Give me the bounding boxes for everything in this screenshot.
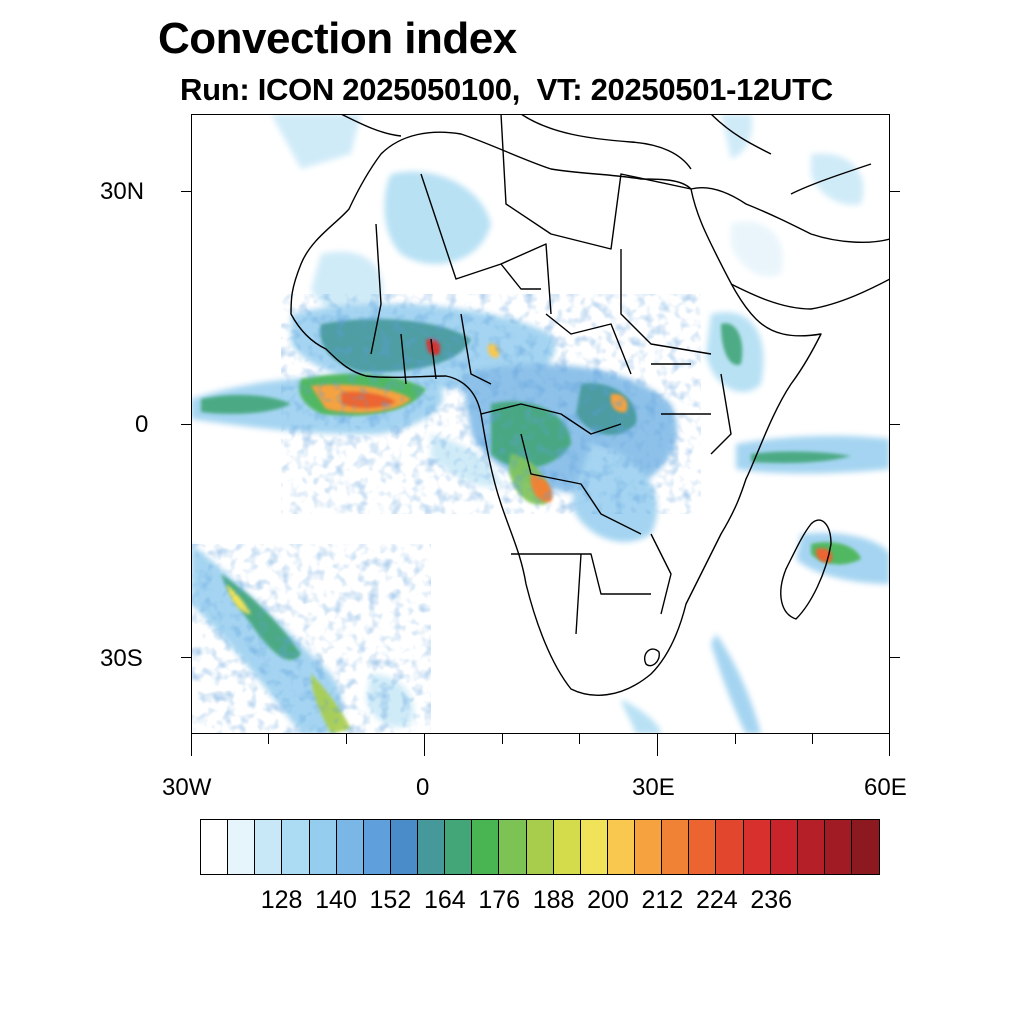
colorbar-swatch [309,820,337,874]
colorbar-label: 236 [750,886,793,914]
minor-tick [502,734,503,744]
colorbar-swatch [255,820,283,874]
colorbar-swatch [635,820,663,874]
lon-label-30e: 30E [632,774,675,801]
lon-label-30w: 30W [162,774,212,801]
colorbar-label: 152 [369,886,412,914]
colorbar [200,819,880,875]
colorbar-swatch [363,820,391,874]
colorbar-label: 224 [695,886,738,914]
tick-30s-right [890,657,900,658]
tick-30s-left [181,657,191,658]
minor-tick [579,734,580,744]
colorbar-swatch [499,820,527,874]
colorbar-label: 140 [315,886,357,914]
colorbar-swatch [716,820,744,874]
tick-eq-right [890,424,900,425]
colorbar-swatch [336,820,364,874]
colorbar-swatch [282,820,310,874]
colorbar-swatch [689,820,717,874]
colorbar-swatch [553,820,581,874]
colorbar-swatch [445,820,473,874]
coastlines-borders [290,114,890,696]
minor-tick [268,734,269,744]
colorbar-swatch [797,820,825,874]
colorbar-swatch [852,820,880,874]
tick-60e [889,734,890,756]
colorbar-label: 200 [587,886,629,914]
colorbar-swatch [526,820,554,874]
colorbar-label: 212 [641,886,684,914]
tick-0 [424,734,425,756]
colorbar-label: 164 [423,886,466,914]
minor-tick [812,734,813,744]
colorbar-label: 176 [478,886,521,914]
colorbar-swatch [472,820,500,874]
tick-30w [191,734,192,756]
colorbar-swatch [418,820,446,874]
colorbar-label: 128 [260,886,303,914]
lon-label-0: 0 [416,774,430,801]
colorbar-swatch [580,820,608,874]
colorbar-swatch [770,820,798,874]
colorbar-swatch [662,820,690,874]
colorbar-swatch [201,820,229,874]
minor-tick [735,734,736,744]
colorbar-swatch [743,820,771,874]
convection-field-map [191,114,890,734]
tick-30n-right [890,191,900,192]
tick-eq-left [181,424,191,425]
map-title: Convection index [158,14,517,63]
map-plot-area [191,114,890,734]
colorbar-swatch [607,820,635,874]
tick-30n-left [181,191,191,192]
colorbar-swatch [228,820,256,874]
lat-label-30s: 30S [100,645,143,672]
lat-label-eq: 0 [135,411,149,438]
speckle-texture [191,294,701,734]
lat-label-30n: 30N [100,178,145,205]
tick-30e [657,734,658,756]
lon-label-60e: 60E [864,774,907,801]
colorbar-label: 188 [532,886,575,914]
colorbar-swatch [824,820,852,874]
minor-tick [346,734,347,744]
colorbar-swatch [390,820,418,874]
run-info-subtitle: Run: ICON 2025050100, VT: 20250501-12UTC [180,72,833,107]
